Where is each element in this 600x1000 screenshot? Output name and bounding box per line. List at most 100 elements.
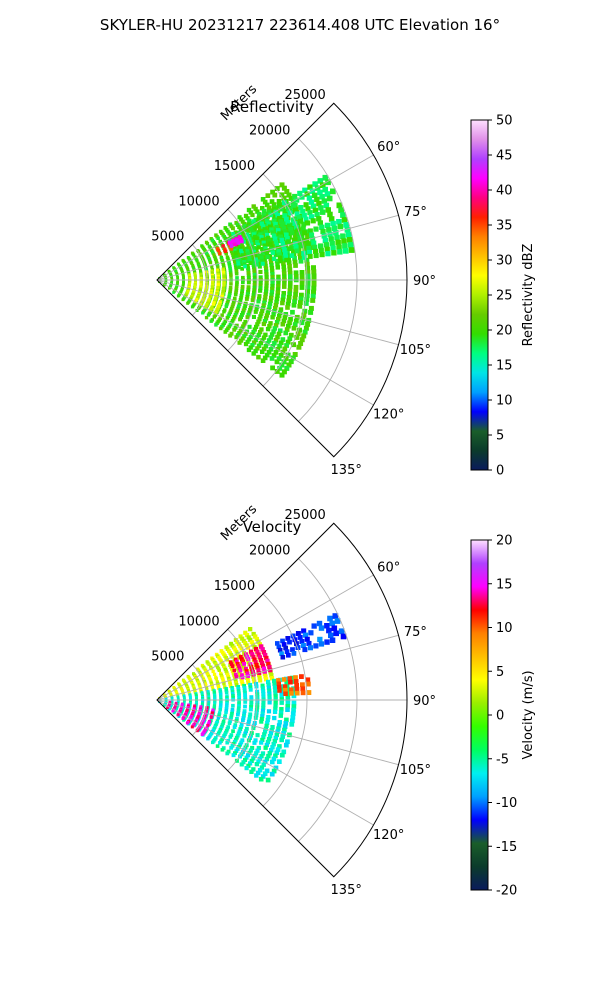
reflectivity-echo-cell: [270, 268, 275, 274]
velocity-echo-cell: [224, 688, 229, 693]
reflectivity-echo-cell: [287, 288, 293, 293]
velocity-echo-cell: [334, 618, 341, 624]
reflectivity-echo-cell: [305, 265, 311, 271]
reflectivity-echo-cell: [239, 260, 243, 265]
velocity-echo-cell: [256, 759, 261, 764]
reflectivity-echo-cell: [264, 283, 269, 288]
reflectivity-echo-cell: [244, 259, 249, 263]
reflectivity-echo-cell: [242, 249, 247, 254]
reflectivity-echo-cell: [338, 207, 344, 213]
velocity-echo-cell: [248, 736, 252, 740]
velocity-echo-cell: [246, 678, 250, 683]
velocity-echo-cell: [257, 655, 262, 660]
reflectivity-echo-cell: [287, 270, 293, 276]
reflectivity-echo-cell: [267, 301, 273, 306]
reflectivity-echo-cell: [228, 264, 232, 269]
reflectivity-echo-cell: [258, 232, 263, 237]
reflectivity-echo-cell: [271, 312, 276, 317]
velocity-echo-cell: [266, 685, 271, 690]
reflectivity-echo-cell: [311, 285, 317, 291]
velocity-echo-cell: [266, 715, 271, 720]
velocity-echo-cell: [233, 723, 238, 727]
reflectivity-echo-cell: [310, 218, 316, 224]
reflectivity-echo-cell: [288, 281, 293, 286]
velocity-echo-cell: [237, 729, 242, 734]
velocity-echo-cell: [233, 647, 238, 652]
reflectivity-echo-cell: [268, 212, 274, 218]
reflectivity-echo-cell: [223, 330, 228, 334]
velocity-echo-cell: [280, 654, 286, 660]
velocity-echo-cell: [277, 647, 283, 653]
velocity-echo-cell: [236, 685, 240, 689]
reflectivity-echo-cell: [299, 285, 305, 290]
reflectivity-echo-cell: [282, 315, 288, 320]
reflectivity-echo-cell: [248, 233, 253, 238]
velocity-echo-cell: [229, 713, 234, 718]
reflectivity-azimuth-tick-label: 90°: [413, 274, 436, 289]
reflectivity-echo-cell: [190, 262, 194, 265]
reflectivity-echo-cell: [301, 251, 307, 256]
reflectivity-echo-cell: [278, 234, 283, 240]
velocity-echo-cell: [224, 687, 228, 691]
reflectivity-echo-cell: [194, 300, 198, 304]
velocity-echo-cell: [260, 663, 266, 668]
velocity-echo-region: [276, 674, 312, 696]
reflectivity-echo-cell: [252, 288, 257, 293]
reflectivity-echo-cell: [247, 245, 252, 250]
reflectivity-echo-cell: [255, 346, 260, 351]
velocity-echo-cell: [234, 681, 238, 685]
reflectivity-echo-cell: [290, 199, 296, 205]
reflectivity-echo-cell: [228, 287, 233, 292]
reflectivity-echo-cell: [308, 309, 314, 315]
reflectivity-echo-cell: [274, 225, 280, 230]
velocity-echo-cell: [246, 660, 251, 665]
reflectivity-echo-cell: [275, 290, 280, 295]
reflectivity-echo-cell: [258, 225, 263, 230]
velocity-echo-cell: [266, 737, 272, 742]
velocity-echo-cell: [166, 706, 169, 710]
reflectivity-echo-cell: [269, 292, 274, 298]
velocity-echo-cell: [269, 771, 275, 777]
reflectivity-echo-cell: [270, 274, 275, 280]
reflectivity-echo-cell: [193, 272, 197, 276]
reflectivity-echo-cell: [269, 295, 274, 301]
reflectivity-echo-cell: [280, 297, 286, 303]
velocity-range-tick-label: 10000: [178, 614, 219, 629]
velocity-echo-cell: [287, 639, 292, 645]
reflectivity-echo-cell: [273, 306, 278, 311]
reflectivity-echo-cell: [249, 227, 254, 232]
velocity-echo-cell: [276, 681, 281, 686]
velocity-echo-cell: [242, 688, 247, 693]
reflectivity-echo-cell: [297, 327, 302, 333]
velocity-echo-cell: [257, 768, 263, 773]
velocity-echo-cell: [268, 668, 273, 673]
reflectivity-echo-cell: [236, 261, 241, 265]
reflectivity-echo-cell: [347, 237, 353, 243]
reflectivity-echo-cell: [236, 241, 241, 245]
velocity-echo-cell: [299, 639, 305, 644]
velocity-echo-cell: [255, 733, 260, 738]
velocity-range-tick-label: 5000: [151, 650, 184, 665]
reflectivity-echo-cell: [216, 248, 220, 253]
velocity-echo-cell: [224, 705, 229, 709]
reflectivity-echo-cell: [247, 256, 252, 261]
velocity-echo-cell: [261, 694, 266, 699]
velocity-echo-cell: [230, 707, 235, 712]
velocity-echo-cell: [260, 660, 265, 665]
reflectivity-echo-cell: [231, 300, 236, 305]
reflectivity-echo-cell: [273, 252, 279, 258]
reflectivity-echo-cell: [245, 240, 250, 245]
reflectivity-echo-cell: [262, 236, 268, 241]
reflectivity-echo-cell: [278, 340, 284, 346]
velocity-echo-cell: [246, 635, 251, 640]
reflectivity-echo-cell: [284, 216, 289, 222]
reflectivity-echo-cell: [298, 205, 304, 211]
velocity-echo-cell: [242, 661, 246, 666]
reflectivity-echo-cell: [234, 284, 239, 288]
velocity-echo-cell: [340, 633, 347, 640]
reflectivity-echo-cell: [228, 322, 233, 327]
reflectivity-echo-cell: [314, 185, 321, 191]
reflectivity-echo-cell: [265, 232, 270, 238]
reflectivity-echo-cell: [323, 202, 330, 209]
reflectivity-echo-cell: [260, 237, 265, 242]
